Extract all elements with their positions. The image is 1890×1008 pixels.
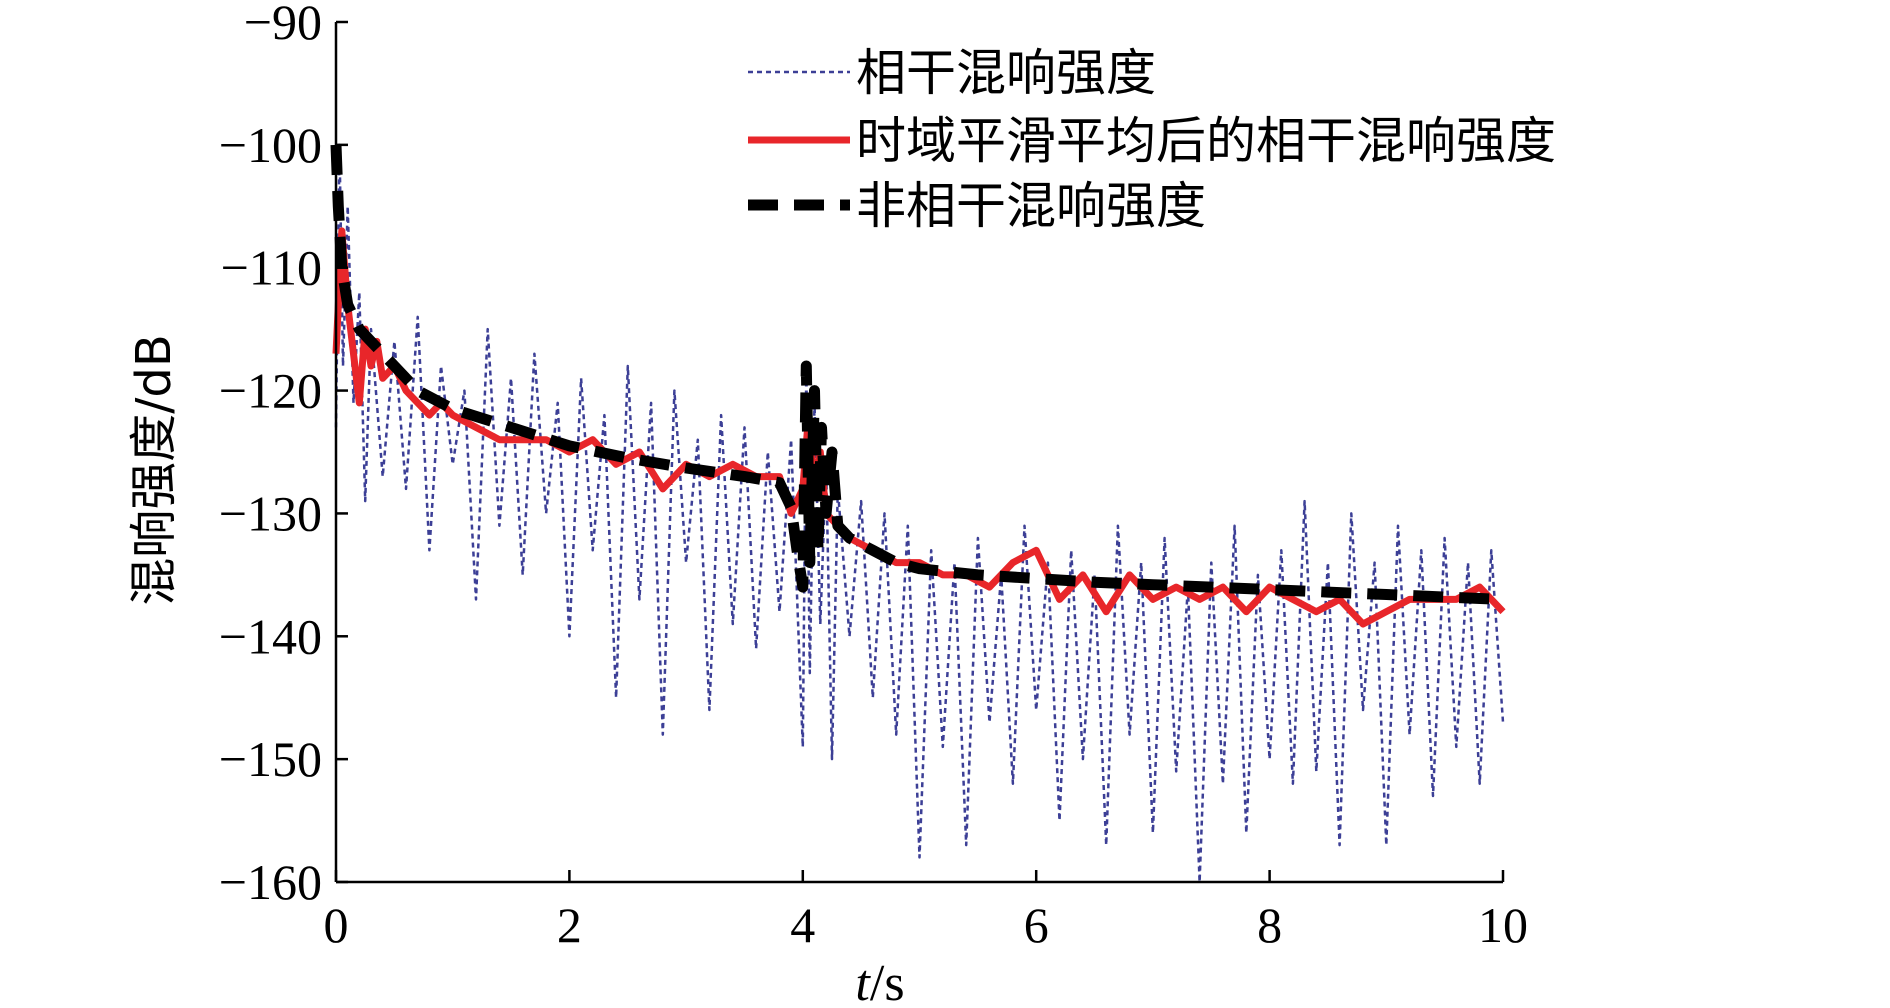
x-axis-label-italic: t [855, 955, 871, 1008]
x-axis-label-unit: /s [870, 955, 905, 1008]
series-line-2 [330, 144, 1504, 605]
x-tick-label: 4 [790, 897, 815, 953]
y-tick-label: −110 [221, 240, 322, 296]
y-tick-label: −160 [219, 854, 322, 910]
legend-label: 相干混响强度 [856, 44, 1156, 102]
y-tick-label: −130 [219, 485, 322, 541]
y-tick-label: −120 [219, 363, 322, 419]
y-tick-label: −100 [219, 117, 322, 173]
ticks: 0 2 4 6 8 10 −90 −100 −110 −120 −130 −140 −150 −160 [219, 0, 1528, 953]
y-tick-label: −150 [219, 731, 322, 787]
x-tick-label: 10 [1478, 897, 1528, 953]
y-axis-label: 混响强度/dB [126, 334, 182, 606]
legend-label: 时域平滑平均后的相干混响强度 [856, 112, 1556, 170]
series-line-0 [334, 143, 1505, 884]
plot-series [330, 143, 1506, 884]
x-tick-label: 0 [324, 897, 349, 953]
x-tick-label: 2 [557, 897, 582, 953]
y-tick-label: −90 [244, 0, 322, 50]
axis-labels: t/s 混响强度/dB [126, 334, 905, 1008]
axes [334, 22, 1503, 884]
x-axis-label: t/s [855, 955, 904, 1008]
legend-label: 非相干混响强度 [856, 177, 1206, 235]
x-tick-label: 8 [1257, 897, 1282, 953]
y-tick-label: −140 [219, 608, 322, 664]
x-tick-label: 6 [1024, 897, 1049, 953]
